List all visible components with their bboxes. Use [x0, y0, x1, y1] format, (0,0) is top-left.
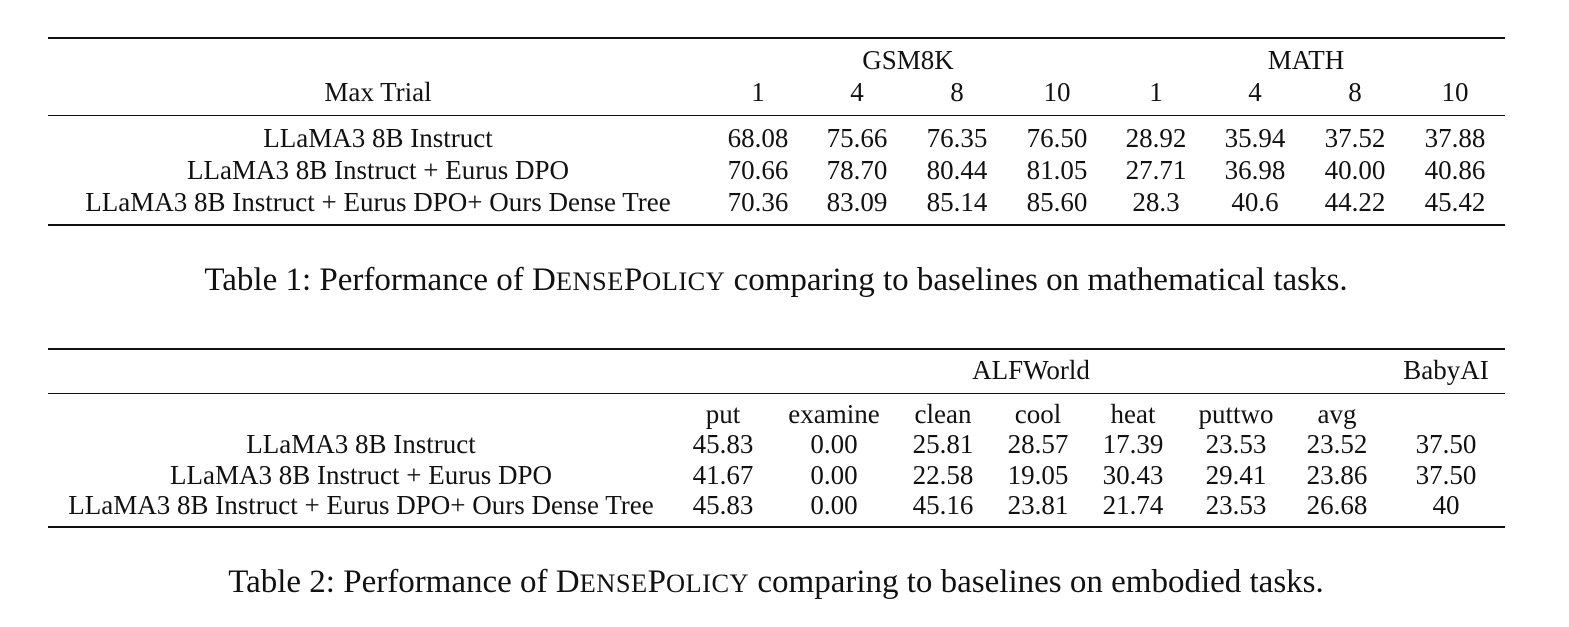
table-1-trial: 10: [1441, 77, 1469, 107]
model-name: LLaMA3 8B Instruct: [263, 123, 493, 153]
score-cell: 83.09: [826, 187, 888, 217]
table-2-caption: Table 2: Performance of DENSEPOLICY comp…: [228, 564, 1324, 601]
caption-method-name: OLICY: [665, 568, 750, 598]
score-cell: 44.22: [1324, 187, 1386, 217]
model-name: LLaMA3 8B Instruct + Eurus DPO: [170, 460, 552, 490]
table-1-trial: 1: [751, 77, 765, 107]
score-cell: 23.53: [1205, 429, 1267, 459]
score-cell: 37.50: [1415, 460, 1477, 490]
table-2-column-header: cool: [1014, 399, 1062, 429]
table-1-trial: 4: [850, 77, 864, 107]
score-cell: 70.66: [727, 155, 789, 185]
score-cell: 45.83: [692, 490, 754, 520]
score-cell: 28.92: [1125, 123, 1187, 153]
score-cell: 19.05: [1007, 460, 1069, 490]
table-2-column-header: avg: [1317, 399, 1357, 429]
score-cell: 0.00: [810, 460, 858, 490]
score-cell: 0.00: [810, 490, 858, 520]
score-cell: 76.50: [1026, 123, 1088, 153]
table-1-row-header: Max Trial: [324, 77, 432, 107]
score-cell: 0.00: [810, 429, 858, 459]
table-1-mid-rule: [48, 115, 1505, 116]
caption-text: comparing to baselines on embodied tasks…: [749, 564, 1324, 600]
table-2-column-header: puttwo: [1198, 399, 1274, 429]
score-cell: 70.36: [727, 187, 789, 217]
score-cell: 76.35: [926, 123, 988, 153]
score-cell: 40.86: [1424, 155, 1486, 185]
score-cell: 41.67: [692, 460, 754, 490]
table-1-trial: 8: [1348, 77, 1362, 107]
table-1-trial: 4: [1248, 77, 1262, 107]
model-name: LLaMA3 8B Instruct + Eurus DPO+ Ours Den…: [68, 490, 654, 520]
score-cell: 68.08: [727, 123, 789, 153]
score-cell: 40.00: [1324, 155, 1386, 185]
table-1-group-gsm8k: GSM8K: [862, 45, 954, 75]
table-1-group-math: MATH: [1267, 45, 1345, 75]
score-cell: 40.6: [1231, 187, 1279, 217]
table-2-column-header: put: [705, 399, 741, 429]
score-cell: 80.44: [926, 155, 988, 185]
score-cell: 23.52: [1306, 429, 1368, 459]
score-cell: 40: [1432, 490, 1460, 520]
caption-method-name: P: [623, 262, 643, 298]
table-2-column-header: examine: [788, 399, 880, 429]
table-2-bottom-rule: [48, 526, 1505, 528]
score-cell: 30.43: [1102, 460, 1164, 490]
score-cell: 78.70: [826, 155, 888, 185]
score-cell: 23.53: [1205, 490, 1267, 520]
caption-text: Table 1: Performance of: [204, 262, 532, 298]
table-1-caption: Table 1: Performance of DENSEPOLICY comp…: [204, 262, 1347, 299]
table-2-top-rule: [48, 348, 1505, 350]
score-cell: 37.52: [1324, 123, 1386, 153]
score-cell: 45.16: [912, 490, 974, 520]
score-cell: 27.71: [1125, 155, 1187, 185]
score-cell: 29.41: [1205, 460, 1267, 490]
score-cell: 21.74: [1102, 490, 1164, 520]
table-1-trial: 1: [1149, 77, 1163, 107]
model-name: LLaMA3 8B Instruct + Eurus DPO: [187, 155, 569, 185]
score-cell: 37.50: [1415, 429, 1477, 459]
score-cell: 17.39: [1102, 429, 1164, 459]
score-cell: 35.94: [1224, 123, 1286, 153]
score-cell: 26.68: [1306, 490, 1368, 520]
caption-text: comparing to baselines on mathematical t…: [725, 262, 1348, 298]
score-cell: 45.42: [1424, 187, 1486, 217]
score-cell: 36.98: [1224, 155, 1286, 185]
score-cell: 81.05: [1026, 155, 1088, 185]
caption-method-name: P: [647, 564, 666, 600]
score-cell: 28.3: [1132, 187, 1180, 217]
table-2-column-header: heat: [1110, 399, 1156, 429]
score-cell: 37.88: [1424, 123, 1486, 153]
caption-method-name: D: [531, 262, 556, 298]
table-1-trial: 10: [1043, 77, 1071, 107]
score-cell: 85.14: [926, 187, 988, 217]
table-2-group-alfworld: ALFWorld: [972, 355, 1090, 385]
caption-method-name: D: [555, 564, 580, 600]
model-name: LLaMA3 8B Instruct + Eurus DPO+ Ours Den…: [85, 187, 671, 217]
score-cell: 75.66: [826, 123, 888, 153]
table-1-trial: 8: [950, 77, 964, 107]
table-2-column-header: clean: [914, 399, 972, 429]
table-1-top-rule: [48, 37, 1505, 39]
caption-method-name: ENSE: [579, 568, 648, 598]
score-cell: 23.86: [1306, 460, 1368, 490]
caption-method-name: ENSE: [555, 266, 624, 296]
caption-text: Table 2: Performance of: [228, 564, 556, 600]
table-2-mid-rule: [48, 393, 1505, 394]
score-cell: 85.60: [1026, 187, 1088, 217]
table-1-bottom-rule: [48, 224, 1505, 226]
score-cell: 28.57: [1007, 429, 1069, 459]
caption-method-name: OLICY: [642, 266, 726, 296]
table-2-group-babyai: BabyAI: [1403, 355, 1489, 385]
score-cell: 22.58: [912, 460, 974, 490]
score-cell: 23.81: [1007, 490, 1069, 520]
score-cell: 25.81: [912, 429, 974, 459]
score-cell: 45.83: [692, 429, 754, 459]
model-name: LLaMA3 8B Instruct: [246, 429, 476, 459]
